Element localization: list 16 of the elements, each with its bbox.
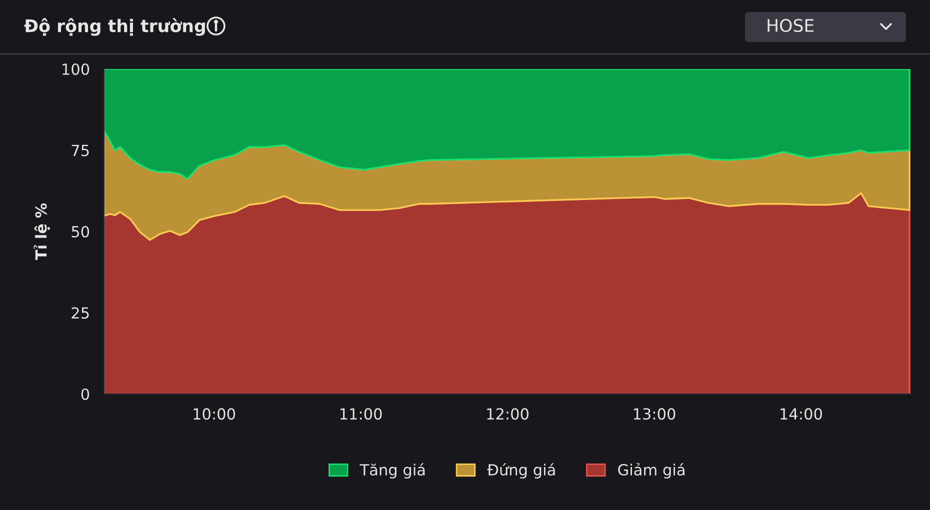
y-axis-title: Tỉ lệ % xyxy=(34,203,50,260)
chart-title: Độ rộng thị trường xyxy=(24,18,205,36)
legend-label: Giảm giá xyxy=(618,462,684,479)
y-tick-label: 100 xyxy=(62,63,90,76)
text: HOSE xyxy=(768,18,814,32)
y-tick-label: 50 xyxy=(72,226,90,238)
x-tick-label: 12:00 xyxy=(487,408,528,420)
y-tick-label: 0 xyxy=(81,388,90,400)
x-tick-label: 10:00 xyxy=(194,408,236,420)
legend-label: Tăng giá xyxy=(360,463,425,479)
legend-label: Đứng giá xyxy=(487,463,555,479)
x-tick-label: 14:00 xyxy=(780,408,822,420)
y-tick-label: 75 xyxy=(72,144,89,156)
x-tick-label: 11:00 xyxy=(340,408,382,420)
x-tick-label: 13:00 xyxy=(634,408,676,420)
y-tick-label: 25 xyxy=(72,307,89,319)
